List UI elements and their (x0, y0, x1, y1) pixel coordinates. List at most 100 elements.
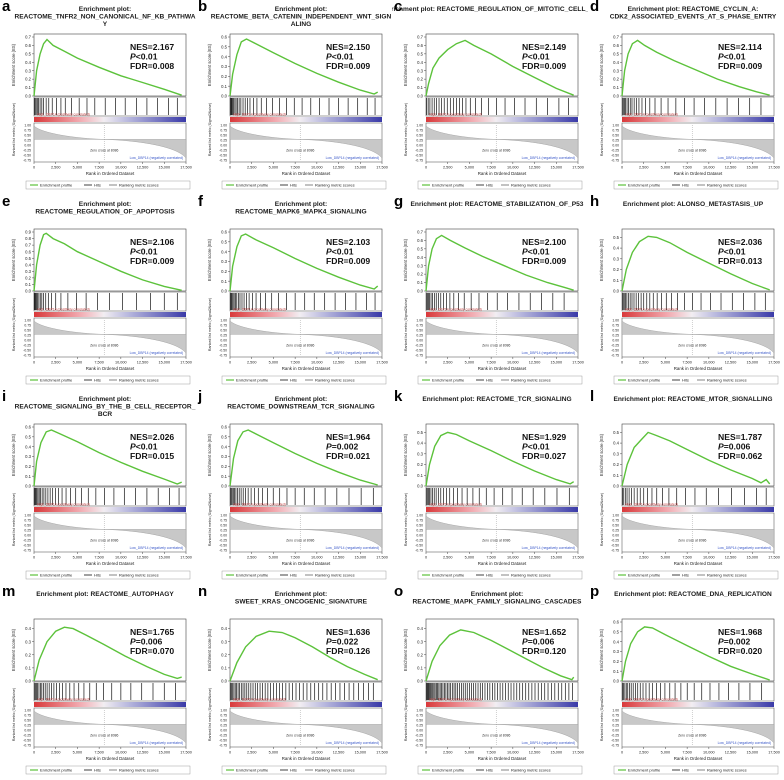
x-tick-label: 10,000 (703, 751, 715, 755)
es-y-tick-label: 0.0 (613, 94, 619, 99)
metric-y-tick-label: 0.25 (24, 138, 31, 142)
es-y-tick-label: 0.1 (417, 280, 423, 285)
es-y-tick-label: 0.2 (613, 267, 619, 272)
metric-y-tick-label: -0.75 (611, 158, 619, 162)
metric-y-tick-label: 0.00 (416, 533, 423, 537)
metric-y-tick-label: -0.25 (415, 538, 423, 542)
x-tick-label: 10,000 (115, 361, 127, 365)
x-tick-label: 7,500 (290, 361, 300, 365)
x-tick-label: 15,000 (158, 556, 170, 560)
es-plot-frame (621, 228, 775, 292)
x-tick-label: 17,500 (768, 166, 780, 170)
fdr-value: FDR=0.009 (130, 256, 174, 266)
metric-y-tick-label: 0.75 (24, 128, 31, 132)
metric-axis-label: Ranked list metric (Signal2Noise) (404, 103, 408, 156)
x-tick-label: 10,000 (507, 751, 519, 755)
zero-cross-label: Zero cross at 8086 (286, 538, 314, 542)
es-y-tick-label: 0.1 (221, 84, 227, 89)
x-tick-label: 2,500 (247, 166, 257, 170)
enrichment-plot-svg: Enrichment plot: REACTOME_MTOR_SIGNALLIN… (599, 396, 780, 580)
plot-title-line: REACTOME_DOWNSTREAM_TCR_SIGNALING (227, 404, 375, 411)
x-tick-label: 0 (425, 751, 427, 755)
p-number: <0.01 (136, 52, 158, 62)
fdr-value: FDR=0.008 (130, 61, 174, 71)
es-y-tick-label: 0.1 (613, 473, 619, 478)
es-y-tick-label: 0.1 (25, 282, 31, 287)
legend-hits-label: Hits (486, 768, 493, 773)
es-y-tick-label: 0.3 (417, 263, 423, 268)
es-y-tick-label: 0.6 (25, 425, 31, 430)
legend-box (221, 180, 387, 190)
p-value: P<0.01 (326, 247, 354, 257)
plot-title: Enrichment plot: (275, 6, 327, 13)
legend-box (25, 570, 191, 580)
es-y-tick-label: 0.0 (25, 94, 31, 99)
fdr-value: FDR=0.013 (718, 256, 762, 266)
x-tick-label: 17,500 (180, 361, 192, 365)
es-plot-frame (621, 33, 775, 97)
fdr-value: FDR=0.020 (718, 646, 762, 656)
enrichment-plot-panel-l: Enrichment plot: REACTOME_MTOR_SIGNALLIN… (588, 388, 784, 585)
x-tick-label: 15,000 (550, 166, 562, 170)
zero-cross-label: Zero cross at 8086 (482, 733, 510, 737)
enrichment-profile-line (33, 38, 182, 97)
zero-cross-label: Zero cross at 8086 (90, 538, 118, 542)
metric-y-tick-label: 0.75 (416, 323, 423, 327)
positive-correlation-label: High_DBP14 (positively correlated) (625, 308, 678, 312)
zero-cross-label: Zero cross at 8086 (286, 733, 314, 737)
p-value: P<0.01 (718, 52, 746, 62)
enrichment-plot-svg: Enrichment plot:REACTOME_DOWNSTREAM_TCR_… (207, 396, 388, 580)
es-y-tick-label: 0.0 (613, 289, 619, 294)
metric-y-tick-label: 1.00 (416, 708, 423, 712)
x-tick-label: 5,000 (465, 166, 475, 170)
es-y-tick-label: 0.0 (221, 289, 227, 294)
legend-rank-label: Ranking metric scores (119, 768, 159, 773)
plot-title-line: REACTOME_REGULATION_OF_APOPTOSIS (35, 209, 175, 216)
es-y-tick-label: 0.5 (613, 51, 619, 56)
metric-y-tick-label: -0.25 (23, 148, 31, 152)
es-axis-label: Enrichment score (ES) (599, 628, 604, 671)
es-y-tick-label: 0.1 (613, 85, 619, 90)
metric-y-tick-label: -0.75 (219, 353, 227, 357)
x-tick-label: 2,500 (51, 751, 61, 755)
positive-correlation-label: High_DBP14 (positively correlated) (429, 503, 482, 507)
metric-axis-label: Ranked list metric (Signal2Noise) (12, 103, 16, 156)
fdr-value: FDR=0.070 (130, 646, 174, 656)
plot-title-line: CDK2_ASSOCIATED_EVENTS_AT_S_PHASE_ENTRY (610, 14, 777, 21)
legend-hits-label: Hits (290, 378, 297, 383)
legend-box (25, 375, 191, 385)
x-tick-label: 0 (621, 166, 623, 170)
p-number: =0.002 (724, 637, 751, 647)
zero-cross-label: Zero cross at 8086 (482, 148, 510, 152)
metric-y-tick-label: 0.50 (612, 328, 619, 332)
x-axis-label: Rank in Ordered Dataset (674, 561, 723, 566)
es-y-tick-label: 0.4 (25, 60, 31, 65)
plot-title: Enrichment plot: ALONSO_METASTASIS_UP (623, 201, 764, 208)
metric-y-tick-label: -0.75 (611, 353, 619, 357)
legend-hits-label: Hits (290, 768, 297, 773)
nes-value: NES=2.149 (522, 42, 566, 52)
enrichment-profile-line (621, 431, 771, 487)
metric-axis-label: Ranked list metric (Signal2Noise) (404, 688, 408, 741)
metric-y-tick-label: -0.75 (23, 158, 31, 162)
metric-y-tick-label: -0.75 (415, 743, 423, 747)
es-axis-label: Enrichment score (ES) (11, 43, 16, 86)
p-label: P (718, 247, 724, 257)
x-tick-label: 12,500 (333, 751, 345, 755)
legend-rank-label: Ranking metric scores (119, 573, 159, 578)
x-tick-label: 2,500 (443, 166, 453, 170)
negative-correlation-label: Low_DBP14 (negatively correlated) (522, 741, 575, 745)
legend-profile-label: Enrichment profile (40, 378, 73, 383)
metric-axis-label: Ranked list metric (Signal2Noise) (12, 688, 16, 741)
legend-rank-label: Ranking metric scores (315, 183, 355, 188)
x-tick-label: 15,000 (746, 556, 758, 560)
x-axis-label: Rank in Ordered Dataset (674, 756, 723, 761)
legend-profile-label: Enrichment profile (236, 183, 269, 188)
plot-title: Enrichment plot: (275, 591, 327, 598)
rank-color-bar (230, 702, 382, 707)
x-tick-label: 0 (229, 751, 231, 755)
es-y-tick-label: 0.5 (613, 235, 619, 240)
enrichment-plot-svg: Enrichment plot:REACTOME_REGULATION_OF_A… (11, 201, 192, 385)
enrichment-plot-svg: Enrichment plot: REACTOME_REGULATION_OF_… (392, 6, 588, 190)
x-tick-label: 7,500 (682, 361, 692, 365)
